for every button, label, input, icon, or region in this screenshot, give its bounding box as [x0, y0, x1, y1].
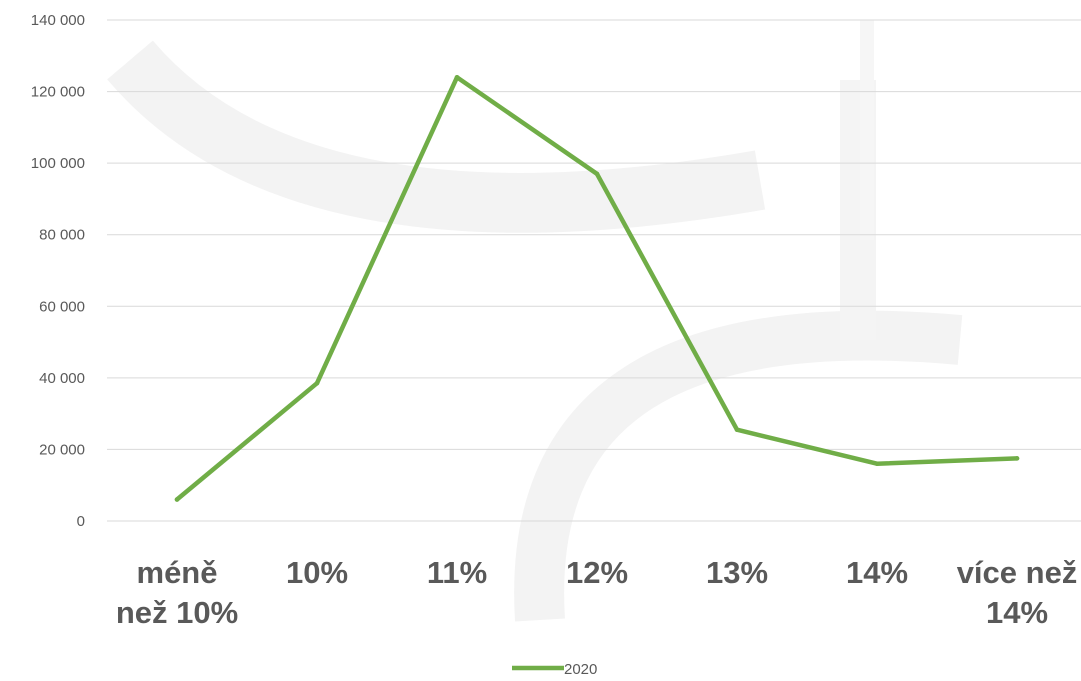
x-axis: méně než 10% 10% 11% 12% 13% 14% více než 14% [116, 555, 1077, 630]
y-tick-label: 140 000 [31, 12, 85, 29]
x-tick-label: méně než 10% [116, 555, 238, 630]
data-point [314, 380, 320, 386]
y-axis: 0 20 000 40 000 60 000 80 000 100 000 120 000 1… [31, 12, 85, 530]
data-point [594, 171, 600, 177]
y-tick-label: 80 000 [39, 227, 85, 244]
y-tick-label: 40 000 [39, 370, 85, 387]
x-tick-label: 13% [706, 555, 768, 590]
series-layer [174, 74, 1020, 502]
y-tick-label: 100 000 [31, 155, 85, 172]
x-tick-label: 12% [566, 555, 628, 590]
legend: 2020 [512, 661, 597, 678]
x-tick-label: 11% [427, 555, 487, 590]
data-point [1014, 456, 1020, 461]
data-point [734, 427, 740, 433]
watermark [107, 20, 963, 622]
legend-label: 2020 [564, 661, 597, 678]
x-tick-label: více než 14% [957, 555, 1078, 630]
data-point [174, 497, 180, 502]
y-tick-label: 60 000 [39, 298, 85, 315]
data-point [874, 461, 880, 467]
y-tick-label: 20 000 [39, 441, 85, 458]
y-tick-label: 0 [77, 513, 85, 530]
y-tick-label: 120 000 [31, 84, 85, 101]
x-tick-label: 14% [846, 555, 908, 590]
gridlines [107, 19, 1081, 522]
x-tick-label: 10% [286, 555, 348, 590]
data-point [454, 74, 460, 80]
